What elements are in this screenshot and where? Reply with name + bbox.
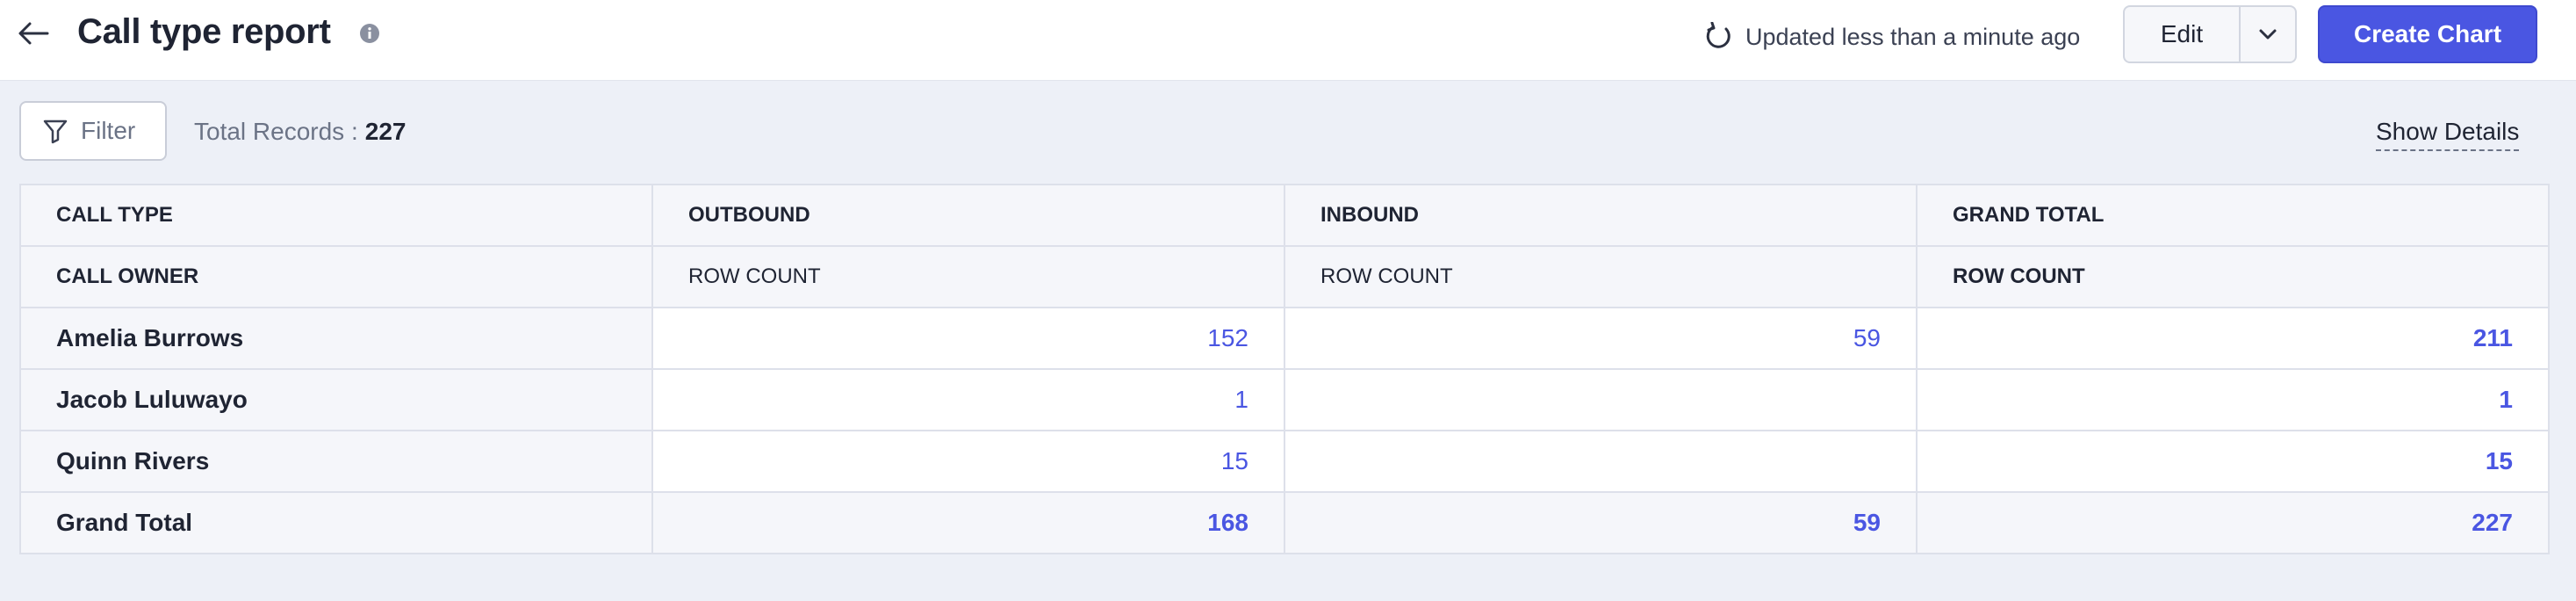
row-owner: Jacob Luluwayo (19, 368, 653, 431)
header-row-count-total: ROW COUNT (1916, 245, 2550, 308)
filter-button[interactable]: Filter (19, 101, 167, 161)
cell-outbound[interactable]: 15 (651, 430, 1285, 493)
grand-total-outbound[interactable]: 168 (651, 491, 1285, 554)
header-row-call-type: CALL TYPE OUTBOUND INBOUND GRAND TOTAL (19, 184, 2550, 247)
refresh-icon[interactable] (1703, 22, 1733, 52)
cell-total[interactable]: 1 (1916, 368, 2550, 431)
cell-outbound[interactable]: 1 (651, 368, 1285, 431)
report-table: CALL TYPE OUTBOUND INBOUND GRAND TOTAL C… (19, 184, 2550, 554)
row-owner: Amelia Burrows (19, 307, 653, 370)
grand-total-row: Grand Total 168 59 227 (19, 491, 2550, 554)
filter-label: Filter (81, 117, 136, 144)
total-records-label: Total Records : (194, 118, 358, 145)
grand-total-label: Grand Total (19, 491, 653, 554)
table-row: Jacob Luluwayo 1 1 (19, 368, 2550, 431)
edit-dropdown-button[interactable] (2241, 7, 2295, 62)
header-row-count-inbound: ROW COUNT (1284, 245, 1918, 308)
grand-total-total[interactable]: 227 (1916, 491, 2550, 554)
updated-text: Updated less than a minute ago (1745, 23, 2081, 50)
report-header: Call type report Updated less than a min… (0, 0, 2576, 81)
edit-button-group: Edit (2123, 5, 2297, 63)
header-row-call-owner: CALL OWNER ROW COUNT ROW COUNT ROW COUNT (19, 245, 2550, 308)
table-row: Quinn Rivers 15 15 (19, 430, 2550, 493)
create-chart-button[interactable]: Create Chart (2318, 5, 2537, 63)
total-records-value: 227 (364, 118, 407, 145)
info-icon[interactable] (359, 23, 380, 44)
header-inbound: INBOUND (1284, 184, 1918, 247)
edit-button[interactable]: Edit (2125, 7, 2241, 62)
cell-outbound[interactable]: 152 (651, 307, 1285, 370)
back-button[interactable] (12, 12, 54, 54)
header-row-count-outbound: ROW COUNT (651, 245, 1285, 308)
chevron-down-icon (2259, 29, 2277, 40)
cell-inbound[interactable]: 59 (1284, 307, 1918, 370)
header-call-type: CALL TYPE (19, 184, 653, 247)
show-details-link[interactable]: Show Details (2376, 114, 2520, 151)
header-call-owner: CALL OWNER (19, 245, 653, 308)
page-title: Call type report (77, 12, 331, 51)
cell-total[interactable]: 211 (1916, 307, 2550, 370)
header-grand-total: GRAND TOTAL (1916, 184, 2550, 247)
last-updated: Updated less than a minute ago (1703, 18, 2080, 56)
total-records: Total Records :227 (194, 112, 406, 151)
filter-icon (43, 119, 68, 144)
cell-total[interactable]: 15 (1916, 430, 2550, 493)
grand-total-inbound[interactable]: 59 (1284, 491, 1918, 554)
row-owner: Quinn Rivers (19, 430, 653, 493)
table-row: Amelia Burrows 152 59 211 (19, 307, 2550, 370)
cell-inbound (1284, 430, 1918, 493)
header-outbound: OUTBOUND (651, 184, 1285, 247)
cell-inbound (1284, 368, 1918, 431)
arrow-left-icon (18, 22, 49, 45)
